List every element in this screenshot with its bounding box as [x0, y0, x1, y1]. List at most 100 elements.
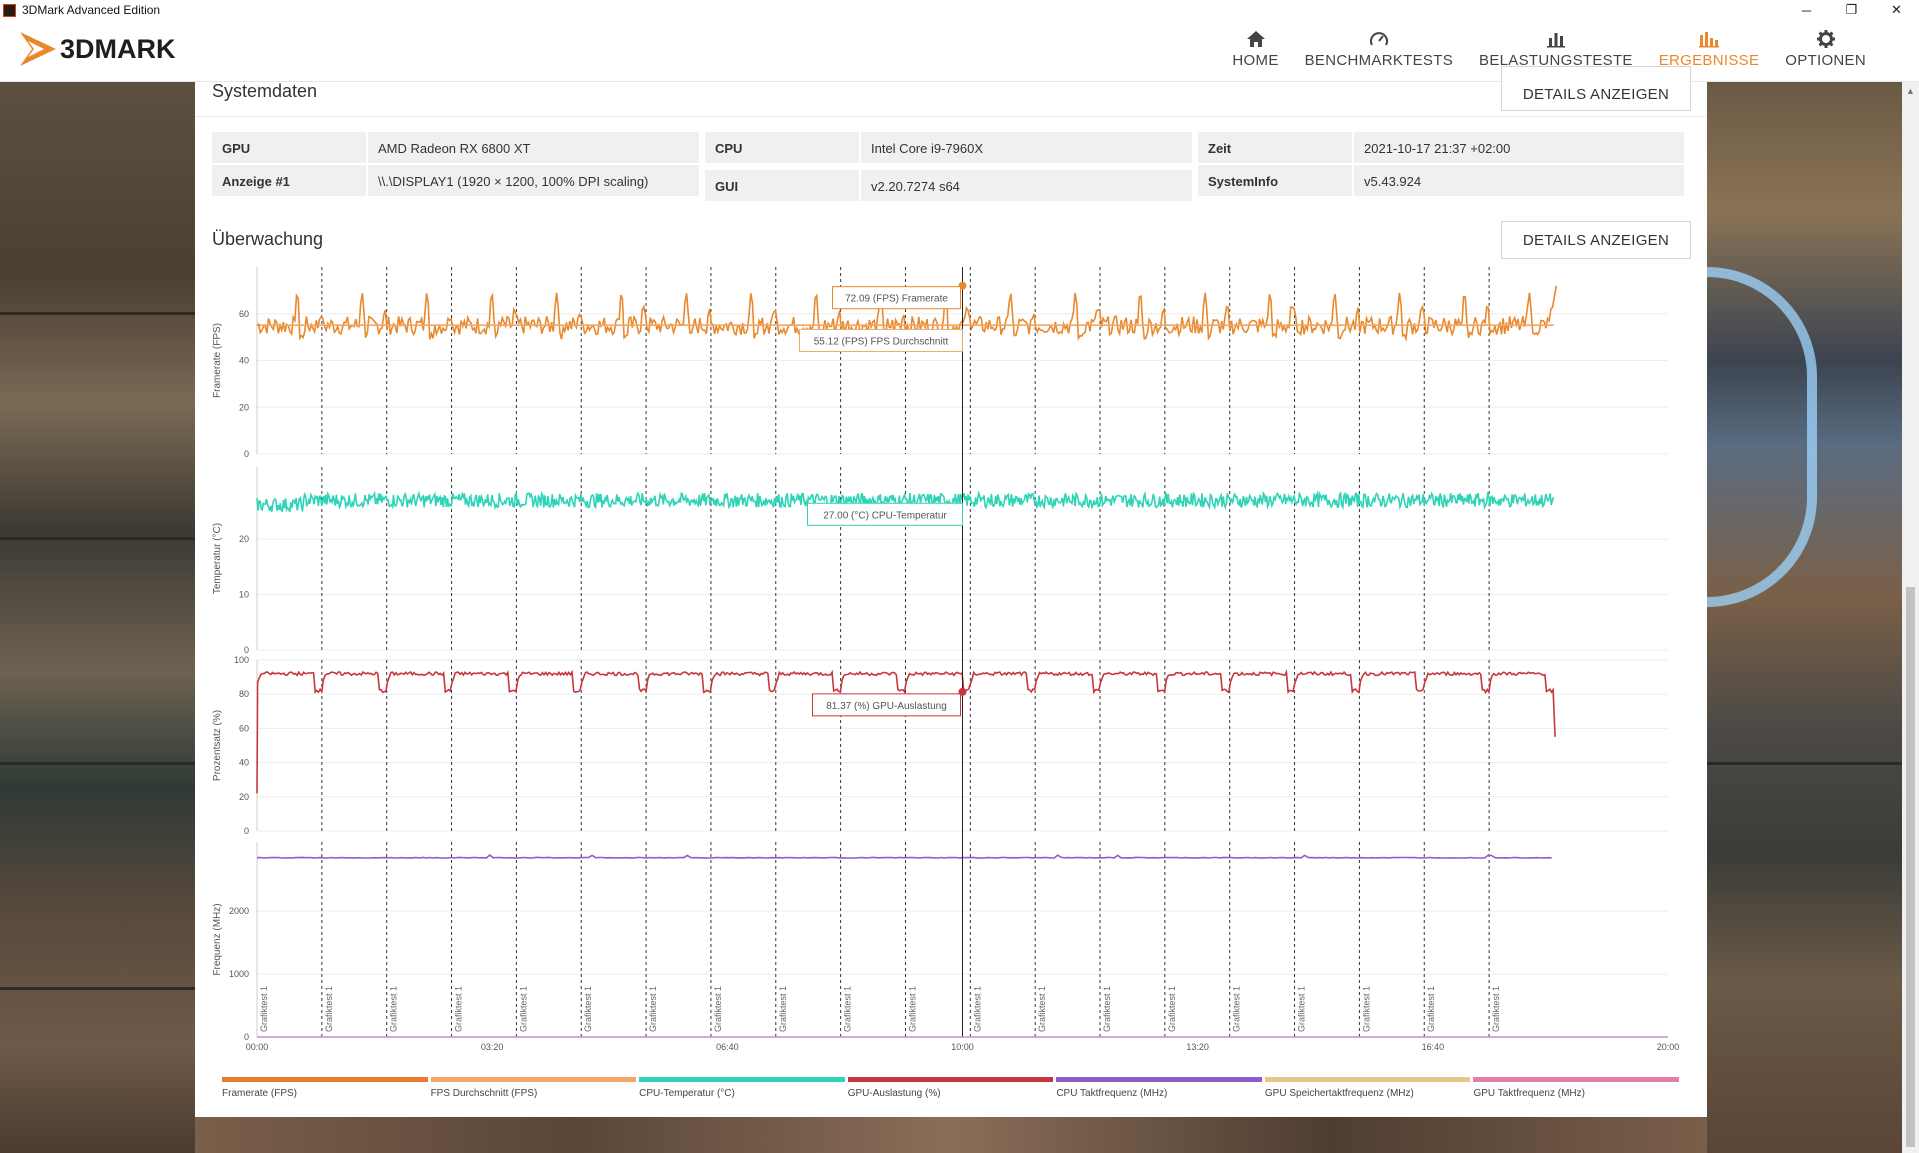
- nav-ergebnisse[interactable]: ERGEBNISSE: [1646, 26, 1773, 69]
- scroll-up-arrow-icon[interactable]: ▲: [1906, 86, 1915, 96]
- x-tick-label: 16:40: [1422, 1042, 1445, 1052]
- legend-item[interactable]: FPS Durchschnitt (FPS): [430, 1077, 637, 1099]
- run-marker-label: Grafiktest 1: [1491, 986, 1501, 1032]
- y-tick-label: 0: [244, 645, 249, 655]
- legend-label: FPS Durchschnitt (FPS): [430, 1088, 538, 1099]
- monitoring-chart[interactable]: 0 20 40 60 Framerate (FPS) 0 10 20 Temperatur (°…: [195, 267, 1707, 1067]
- info-value: \\.\DISPLAY1 (1920 × 1200, 100% DPI scal…: [368, 165, 699, 196]
- legend-item[interactable]: CPU Taktfrequenz (MHz): [1056, 1077, 1262, 1099]
- legend-item[interactable]: GPU Speichertaktfrequenz (MHz): [1264, 1077, 1471, 1099]
- info-value: 2021-10-17 21:37 +02:00: [1354, 132, 1684, 163]
- info-value: Intel Core i9-7960X: [861, 132, 1192, 163]
- x-tick-label: 20:00: [1657, 1042, 1680, 1052]
- ueberwachung-title: Überwachung: [212, 229, 324, 249]
- nav-belastungsteste-label: BELASTUNGSTESTE: [1479, 52, 1633, 69]
- y-tick-label: 60: [239, 723, 249, 733]
- tooltip-text: 72.09 (FPS) Framerate: [845, 294, 948, 305]
- main-nav: HOME BENCHMARKTESTS BELASTUNGSTESTE ERGE…: [1219, 26, 1879, 69]
- nav-home-label: HOME: [1232, 52, 1279, 69]
- info-row-zeit: Zeit 2021-10-17 21:37 +02:00: [1198, 132, 1684, 163]
- run-marker-label: Grafiktest 1: [1426, 986, 1436, 1032]
- nav-benchmarktests[interactable]: BENCHMARKTESTS: [1292, 26, 1466, 69]
- legend-item[interactable]: GPU-Auslastung (%): [847, 1077, 1054, 1099]
- x-tick-label: 03:20: [481, 1042, 504, 1052]
- systemdaten-details-button[interactable]: DETAILS ANZEIGEN: [1501, 66, 1691, 111]
- systemdaten-col-3: Zeit 2021-10-17 21:37 +02:00 SystemInfo …: [1198, 132, 1684, 198]
- info-value: v5.43.924: [1354, 165, 1684, 196]
- run-marker-label: Grafiktest 1: [1297, 986, 1307, 1032]
- y-axis-label: Framerate (FPS): [212, 323, 223, 398]
- home-icon: [1246, 26, 1266, 52]
- legend-swatch: [1264, 1077, 1471, 1082]
- run-marker-label: Grafiktest 1: [1361, 986, 1371, 1032]
- minimize-button[interactable]: ─: [1801, 2, 1812, 18]
- info-row-gpu: GPU AMD Radeon RX 6800 XT: [212, 132, 699, 163]
- y-tick-label: 20: [239, 534, 249, 544]
- y-tick-label: 0: [244, 826, 249, 836]
- tooltip-text: 55.12 (FPS) FPS Durchschnitt: [814, 336, 949, 347]
- info-row-display: Anzeige #1 \\.\DISPLAY1 (1920 × 1200, 10…: [212, 165, 699, 196]
- series-line: [256, 669, 1556, 794]
- x-tick-label: 10:00: [951, 1042, 974, 1052]
- 3dmark-logo[interactable]: 3DMARK: [18, 28, 176, 70]
- legend-swatch: [430, 1077, 637, 1082]
- info-key: GPU: [212, 132, 366, 163]
- info-key: CPU: [705, 132, 859, 163]
- run-marker-label: Grafiktest 1: [389, 986, 399, 1032]
- gear-icon: [1816, 26, 1836, 52]
- nav-belastungsteste[interactable]: BELASTUNGSTESTE: [1466, 26, 1646, 69]
- nav-optionen-label: OPTIONEN: [1785, 52, 1866, 69]
- nav-home[interactable]: HOME: [1219, 26, 1291, 69]
- window-title: 3DMark Advanced Edition: [22, 3, 161, 17]
- tooltip-box: [807, 502, 963, 526]
- bars-icon: [1546, 26, 1566, 52]
- y-tick-label: 60: [239, 309, 249, 319]
- x-tick-label: 13:20: [1186, 1042, 1209, 1052]
- legend-label: Framerate (FPS): [222, 1088, 298, 1099]
- scroll-thumb[interactable]: [1906, 587, 1915, 1147]
- info-key: SystemInfo: [1198, 165, 1352, 196]
- results-icon: [1698, 26, 1720, 52]
- y-axis-label: Temperatur (°C): [212, 523, 223, 594]
- tooltip-box: [812, 693, 961, 717]
- run-marker-label: Grafiktest 1: [1037, 986, 1047, 1032]
- legend-label: GPU-Auslastung (%): [847, 1088, 941, 1099]
- y-tick-label: 1000: [229, 969, 249, 979]
- background-artwork: [0, 82, 1919, 1153]
- legend-item[interactable]: CPU-Temperatur (°C): [639, 1077, 845, 1099]
- nav-benchmarktests-label: BENCHMARKTESTS: [1304, 52, 1454, 69]
- chart-legend: Framerate (FPS) FPS Durchschnitt (FPS) C…: [222, 1077, 1682, 1099]
- tooltip-text: 81.37 (%) GPU-Auslastung: [826, 701, 947, 712]
- series-line: [256, 853, 1552, 859]
- y-tick-label: 80: [239, 689, 249, 699]
- legend-label: GPU Taktfrequenz (MHz): [1473, 1088, 1585, 1099]
- gauge-icon: [1369, 26, 1389, 52]
- run-marker-label: Grafiktest 1: [518, 986, 528, 1032]
- info-row-gui: GUI v2.20.7274 s64: [705, 170, 1192, 201]
- y-axis-label: Frequenz (MHz): [212, 903, 223, 975]
- run-marker-label: Grafiktest 1: [648, 986, 658, 1032]
- logo-text: 3DMARK: [60, 33, 176, 64]
- y-tick-label: 10: [239, 590, 249, 600]
- legend-swatch: [1056, 1077, 1262, 1082]
- results-panel: Systemdaten DETAILS ANZEIGEN GPU AMD Rad…: [195, 66, 1707, 1117]
- systemdaten-col-2: CPU Intel Core i9-7960X GUI v2.20.7274 s…: [705, 132, 1192, 203]
- legend-item[interactable]: GPU Taktfrequenz (MHz): [1473, 1077, 1680, 1099]
- y-tick-label: 40: [239, 758, 249, 768]
- info-row-systeminfo: SystemInfo v5.43.924: [1198, 165, 1684, 196]
- tooltip-box: [799, 328, 963, 352]
- info-value: AMD Radeon RX 6800 XT: [368, 132, 699, 163]
- y-tick-label: 40: [239, 356, 249, 366]
- maximize-button[interactable]: ❐: [1845, 2, 1858, 17]
- legend-swatch: [639, 1077, 845, 1082]
- legend-label: CPU Taktfrequenz (MHz): [1056, 1088, 1168, 1099]
- run-marker-label: Grafiktest 1: [778, 986, 788, 1032]
- tooltip-box: [832, 286, 961, 310]
- vertical-scrollbar[interactable]: ▲: [1902, 82, 1919, 1153]
- nav-optionen[interactable]: OPTIONEN: [1772, 26, 1879, 69]
- ueberwachung-details-button[interactable]: DETAILS ANZEIGEN: [1501, 221, 1691, 259]
- close-button[interactable]: ✕: [1891, 2, 1902, 17]
- legend-item[interactable]: Framerate (FPS): [222, 1077, 428, 1099]
- window-titlebar: 3DMark Advanced Edition ─ ❐ ✕: [0, 0, 1919, 20]
- x-tick-label: 06:40: [716, 1042, 739, 1052]
